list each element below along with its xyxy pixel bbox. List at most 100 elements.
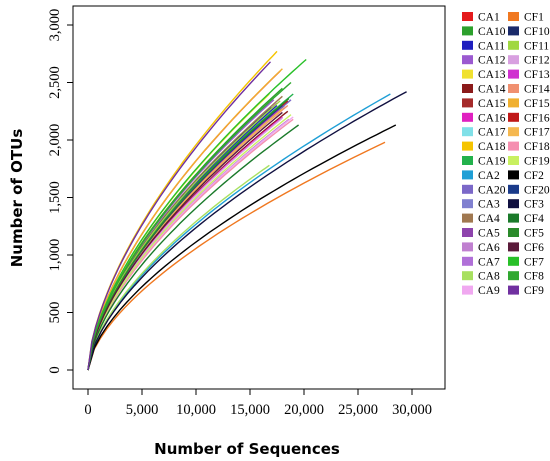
legend-label: CA18 [478, 141, 506, 153]
legend-label: CA2 [478, 170, 500, 182]
legend-swatch [462, 271, 473, 281]
legend-label: CA7 [478, 256, 500, 268]
legend-swatch [508, 228, 519, 237]
legend-swatch [462, 256, 473, 266]
legend-swatch [462, 127, 473, 137]
legend-label: CA11 [478, 40, 505, 52]
series-line-cf1 [87, 141, 386, 371]
series-line-ca2 [87, 93, 391, 371]
legend-label: CF3 [524, 199, 544, 211]
legend-label: CA14 [478, 84, 506, 96]
series-lines [87, 50, 407, 371]
legend-label: CF8 [524, 271, 544, 283]
series-line-ca20 [87, 99, 292, 371]
legend-label: CF18 [524, 141, 550, 153]
legend-swatch [462, 112, 473, 122]
x-tick-label: 10,000 [176, 402, 216, 418]
legend-swatch [462, 12, 473, 21]
legend-swatch [508, 271, 519, 281]
legend-swatch [462, 98, 473, 108]
series-line-cf9 [87, 61, 272, 371]
legend-label: CA4 [478, 213, 500, 225]
legend-label: CF12 [524, 55, 550, 67]
legend-swatch [462, 170, 473, 180]
x-tick-label: 0 [84, 402, 91, 418]
plot-frame [72, 5, 446, 390]
legend-swatch [508, 213, 519, 223]
legend-swatch [462, 40, 473, 50]
legend-label: CF10 [524, 26, 550, 38]
series-line-cf8 [87, 81, 292, 371]
y-axis: 0 500 1,000 1,500 2,000 2,500 3,000 [47, 9, 74, 374]
legend-swatch [508, 285, 519, 295]
series-line-cf6 [87, 111, 283, 371]
x-tick-label: 25,000 [338, 402, 378, 418]
y-tick-label: 0 [47, 366, 63, 373]
x-tick-label: 15,000 [230, 402, 270, 418]
legend-label: CA17 [478, 127, 506, 139]
legend-label: CF16 [524, 112, 550, 124]
legend-swatch [462, 199, 473, 209]
series-line-cf2 [87, 124, 397, 371]
series-line-cf3 [87, 91, 407, 371]
legend-label: CA13 [478, 69, 506, 81]
x-axis: 0 5,000 10,000 15,000 20,000 25,000 30,000 [84, 388, 432, 418]
legend-label: CF14 [524, 84, 550, 96]
legend-label: CF4 [524, 213, 544, 225]
series-line-ca1 [87, 70, 281, 371]
legend-swatch [508, 141, 519, 151]
y-tick-label: 3,000 [47, 9, 63, 42]
x-tick-label: 30,000 [392, 402, 432, 418]
legend-label: CA3 [478, 199, 500, 211]
legend-label: CA12 [478, 55, 506, 67]
legend-swatch [508, 112, 519, 122]
legend-swatch [508, 12, 519, 21]
legend-swatch [462, 184, 473, 194]
legend-swatch [508, 26, 519, 36]
legend-swatch [462, 156, 473, 165]
legend-swatch [508, 84, 519, 93]
legend-label: CF5 [524, 228, 544, 240]
series-line-cf7 [87, 58, 307, 371]
legend-label: CF17 [524, 127, 550, 139]
series-line-cf15 [87, 68, 283, 371]
legend-swatch [508, 40, 519, 50]
legend-swatch [462, 213, 473, 223]
legend-label: CA6 [478, 242, 500, 254]
legend-label: CF1 [524, 12, 544, 24]
legend-swatch [508, 242, 519, 252]
legend-label: CF7 [524, 256, 544, 268]
series-line-ca16 [87, 116, 283, 371]
series-line-ca8 [87, 164, 270, 371]
legend-label: CA1 [478, 12, 500, 24]
y-tick-label: 1,500 [47, 181, 63, 214]
legend-swatch [462, 141, 473, 151]
series-line-cf19 [87, 114, 292, 371]
series-line-ca15 [87, 104, 286, 371]
legend-swatch [508, 127, 519, 137]
legend-swatch [508, 55, 519, 65]
series-line-cf4 [87, 124, 300, 371]
legend-label: CF6 [524, 242, 544, 254]
y-tick-label: 500 [47, 302, 63, 324]
legend-swatch [462, 242, 473, 252]
legend-label: CF2 [524, 170, 544, 182]
legend-swatch [508, 184, 519, 194]
series-line-cf5 [87, 98, 290, 371]
x-tick-label: 20,000 [284, 402, 324, 418]
legend-label: CA16 [478, 112, 506, 124]
x-axis-title: Number of Sequences [154, 440, 340, 458]
legend-swatch [508, 199, 519, 209]
legend-label: CF15 [524, 98, 550, 110]
legend-swatch [508, 170, 519, 180]
x-tick-label: 5,000 [126, 402, 159, 418]
legend-label: CF13 [524, 69, 550, 81]
legend-swatch [462, 69, 473, 79]
legend-swatch [462, 55, 473, 65]
y-axis-title: Number of OTUs [8, 129, 26, 268]
legend-swatch [462, 228, 473, 237]
legend-label: CA5 [478, 228, 500, 240]
legend-swatch [508, 256, 519, 266]
legend-label: CF11 [524, 40, 549, 52]
